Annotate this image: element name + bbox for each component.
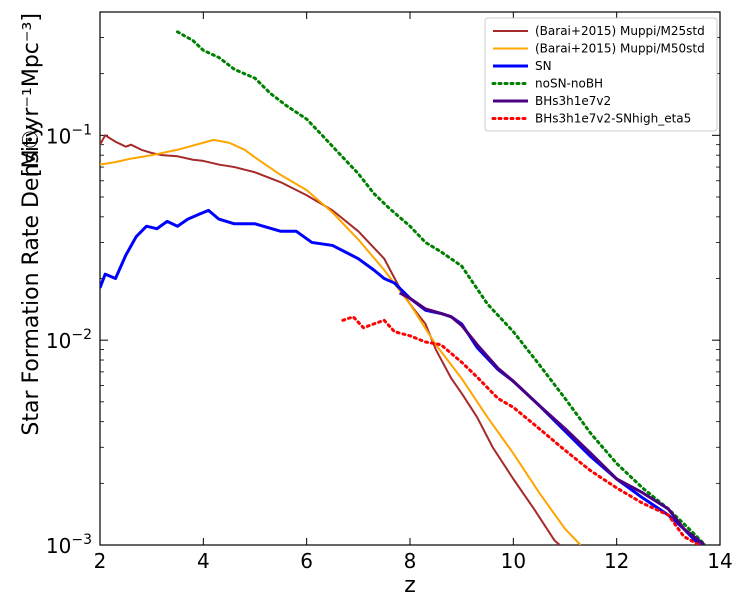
y-tick-label: 10−3 xyxy=(46,532,92,558)
legend-label: BHs3h1e7v2 xyxy=(535,94,611,108)
series-line-4 xyxy=(398,291,706,545)
x-tick-label: 8 xyxy=(404,549,417,573)
series-line-3 xyxy=(176,30,708,545)
legend-label: (Barai+2015) Muppi/M25std xyxy=(535,24,705,38)
tick-labels: 2 4 6 8 10 12 14 10−3 10−2 10−1 xyxy=(46,122,733,573)
series-line-2 xyxy=(100,208,701,545)
series-layer xyxy=(100,30,708,545)
x-tick-label: 4 xyxy=(197,549,210,573)
legend-label: SN xyxy=(535,59,552,73)
y-tick-label: 10−1 xyxy=(46,122,92,148)
x-tick-label: 12 xyxy=(604,549,629,573)
y-axis-unit: [M☉yr⁻¹Mpc⁻³] xyxy=(19,13,44,177)
legend-box xyxy=(484,17,718,132)
x-axis-title: z xyxy=(404,573,416,598)
x-tick-label: 6 xyxy=(300,549,313,573)
series-line-0 xyxy=(100,134,561,545)
series-line-1 xyxy=(100,138,582,545)
legend: (Barai+2015) Muppi/M25std (Barai+2015) Mu… xyxy=(484,17,718,132)
x-tick-label: 14 xyxy=(707,549,732,573)
x-tick-label: 10 xyxy=(501,549,526,573)
x-tick-label: 2 xyxy=(94,549,107,573)
legend-label: noSN-noBH xyxy=(535,77,603,91)
legend-label: (Barai+2015) Muppi/M50std xyxy=(535,42,705,56)
series-line-5 xyxy=(341,315,701,545)
y-axis-title: Star Formation Rate Density xyxy=(19,124,44,435)
y-tick-label: 10−2 xyxy=(46,327,92,353)
legend-label: BHs3h1e7v2-SNhigh_eta5 xyxy=(535,112,691,126)
legend-items: (Barai+2015) Muppi/M25std (Barai+2015) Mu… xyxy=(491,24,705,126)
